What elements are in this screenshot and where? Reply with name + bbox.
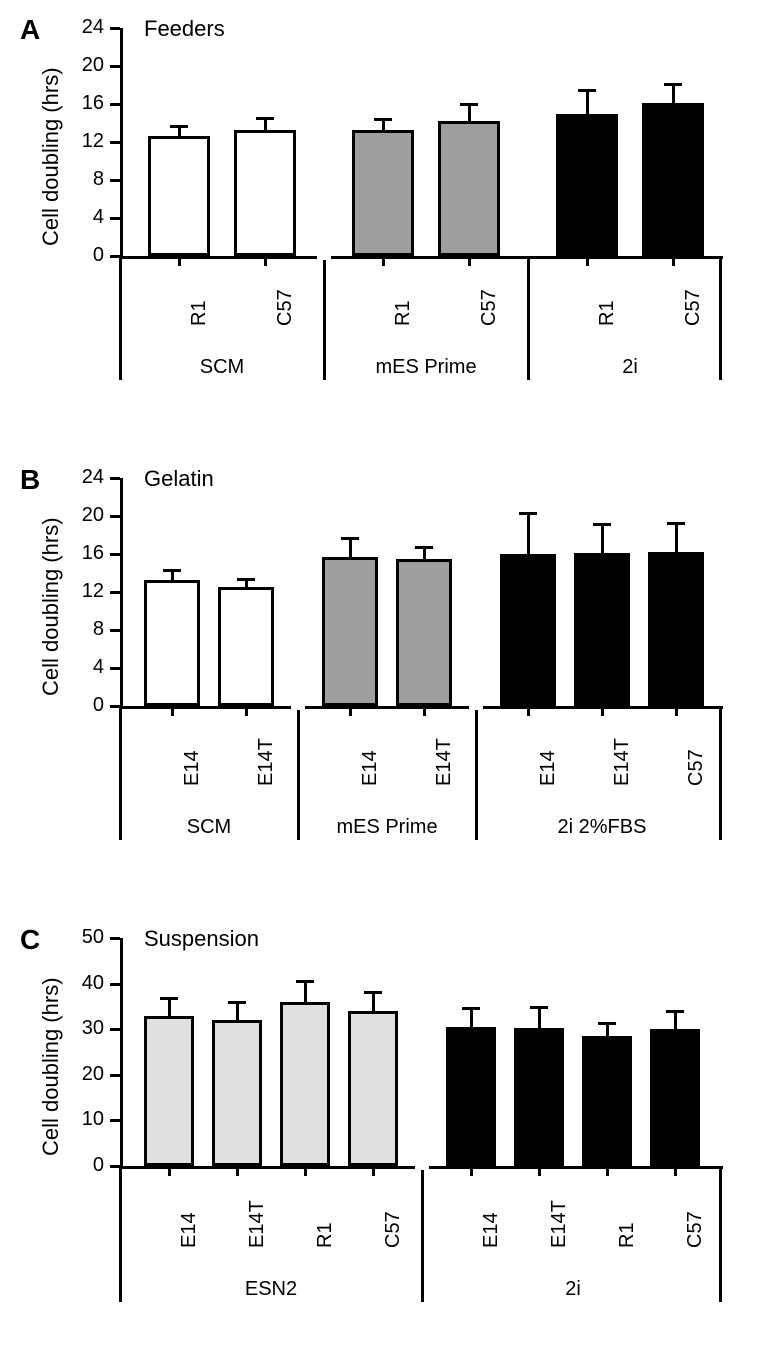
bar-C-ESN2-R1 bbox=[280, 1002, 330, 1166]
bar-C-ESN2-E14 bbox=[144, 1016, 194, 1166]
bar-B-SCM-E14 bbox=[144, 580, 200, 706]
group-label: ESN2 bbox=[191, 1278, 351, 1301]
bar-C-ESN2-E14T bbox=[212, 1020, 262, 1166]
panel-letter-C: C bbox=[20, 924, 40, 956]
bar-C-2i-E14T bbox=[514, 1028, 564, 1166]
bar-C-2i-E14 bbox=[446, 1027, 496, 1166]
bar-label: E14T bbox=[611, 738, 634, 786]
bar-label: E14 bbox=[181, 750, 204, 786]
bar-label: C57 bbox=[684, 1211, 707, 1248]
y-axis-label-B: Cell doubling (hrs) bbox=[38, 517, 64, 696]
group-label: 2i bbox=[493, 1278, 653, 1301]
bar-B-2i2%FBS-E14 bbox=[500, 554, 556, 706]
panel-letter-B: B bbox=[20, 464, 40, 496]
bar-A-mESPrime-C57 bbox=[438, 121, 500, 256]
bar-label: R1 bbox=[616, 1222, 639, 1248]
bar-C-2i-R1 bbox=[582, 1036, 632, 1166]
plot-area-A bbox=[120, 28, 723, 259]
bar-B-mESPrime-E14 bbox=[322, 557, 378, 706]
bar-C-ESN2-C57 bbox=[348, 1011, 398, 1166]
bar-label: C57 bbox=[274, 289, 297, 326]
group-label: mES Prime bbox=[307, 816, 467, 839]
bar-C-2i-C57 bbox=[650, 1029, 700, 1166]
group-label: 2i bbox=[550, 356, 710, 379]
bar-label: E14 bbox=[178, 1212, 201, 1248]
bar-label: E14T bbox=[548, 1200, 571, 1248]
group-label: SCM bbox=[129, 816, 289, 839]
bar-label: E14T bbox=[433, 738, 456, 786]
bar-A-2i-C57 bbox=[642, 103, 704, 256]
figure-root: AFeedersCell doubling (hrs)04812162024R1… bbox=[0, 0, 761, 1362]
bar-label: E14 bbox=[359, 750, 382, 786]
group-label: SCM bbox=[142, 356, 302, 379]
bar-A-2i-R1 bbox=[556, 114, 618, 256]
group-label: 2i 2%FBS bbox=[522, 816, 682, 839]
bar-B-2i2%FBS-E14T bbox=[574, 553, 630, 706]
bar-B-2i2%FBS-C57 bbox=[648, 552, 704, 706]
bar-label: E14 bbox=[537, 750, 560, 786]
y-axis-label-C: Cell doubling (hrs) bbox=[38, 977, 64, 1156]
bar-A-SCM-R1 bbox=[148, 136, 210, 256]
plot-area-C bbox=[120, 938, 723, 1169]
bar-label: E14T bbox=[255, 738, 278, 786]
y-axis-label-A: Cell doubling (hrs) bbox=[38, 67, 64, 246]
bar-label: C57 bbox=[478, 289, 501, 326]
bar-B-mESPrime-E14T bbox=[396, 559, 452, 706]
group-label: mES Prime bbox=[346, 356, 506, 379]
bar-A-SCM-C57 bbox=[234, 130, 296, 256]
bar-label: E14T bbox=[246, 1200, 269, 1248]
bar-A-mESPrime-R1 bbox=[352, 130, 414, 256]
bar-label: C57 bbox=[682, 289, 705, 326]
bar-label: C57 bbox=[382, 1211, 405, 1248]
bar-label: R1 bbox=[596, 300, 619, 326]
bar-label: E14 bbox=[480, 1212, 503, 1248]
bar-label: R1 bbox=[188, 300, 211, 326]
bar-label: C57 bbox=[685, 749, 708, 786]
bar-label: R1 bbox=[314, 1222, 337, 1248]
panel-letter-A: A bbox=[20, 14, 40, 46]
bar-B-SCM-E14T bbox=[218, 587, 274, 706]
bar-label: R1 bbox=[392, 300, 415, 326]
